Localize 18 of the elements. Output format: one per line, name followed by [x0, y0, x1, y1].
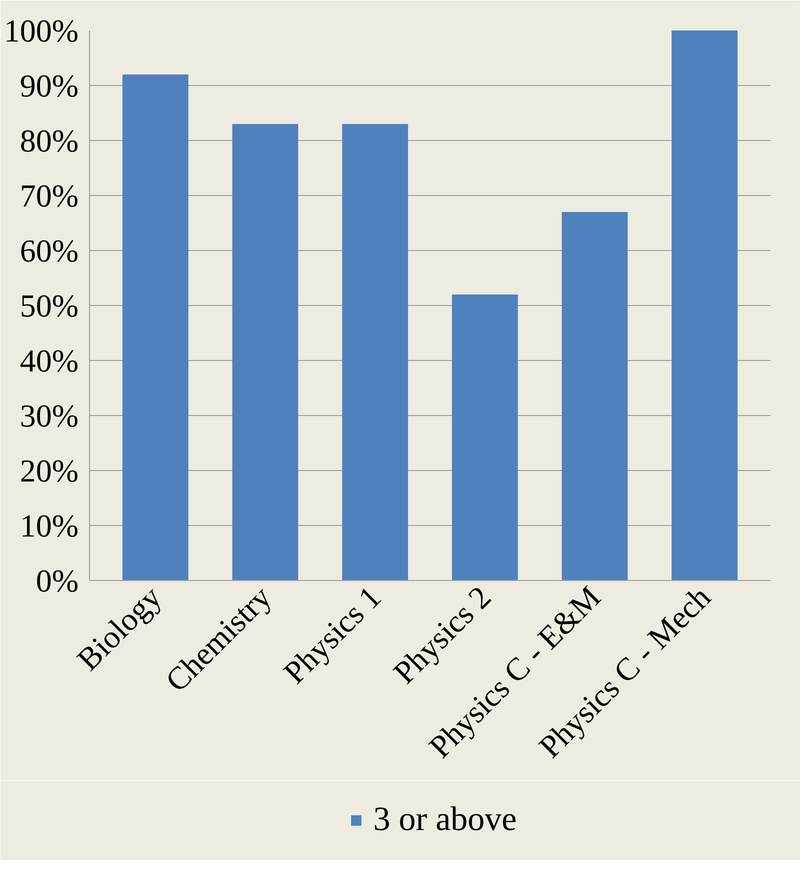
y-tick-label: 70%	[20, 178, 78, 214]
legend-label: 3 or above	[373, 801, 517, 839]
y-tick-label: 80%	[20, 122, 78, 158]
y-tick-label: 60%	[20, 232, 78, 268]
bar	[562, 212, 628, 580]
y-tick-label: 100%	[4, 12, 78, 48]
bar	[342, 124, 408, 580]
bar	[672, 30, 738, 580]
y-tick-label: 30%	[20, 398, 78, 434]
bar	[232, 124, 298, 580]
y-tick-label: 10%	[20, 508, 78, 544]
y-tick-label: 20%	[20, 452, 78, 488]
y-tick-label: 50%	[20, 288, 78, 324]
bar	[122, 74, 188, 580]
y-tick-label: 40%	[20, 342, 78, 378]
y-tick-label: 0%	[36, 562, 78, 598]
bar	[452, 294, 518, 580]
y-tick-label: 90%	[20, 68, 78, 104]
